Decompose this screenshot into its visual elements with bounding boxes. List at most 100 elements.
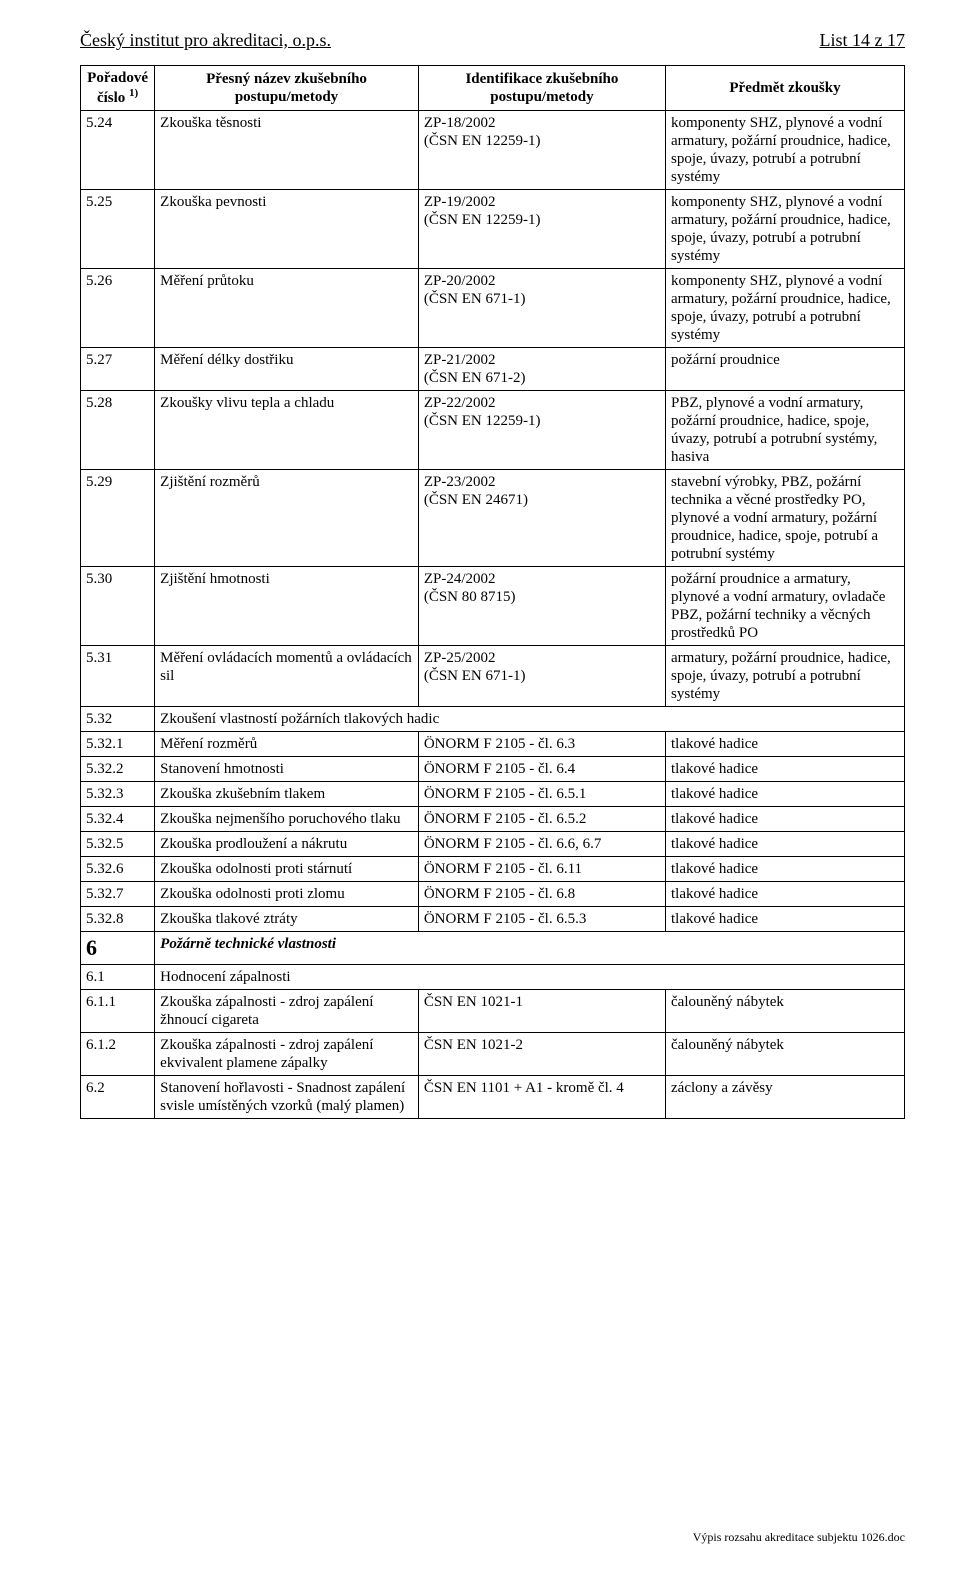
cell-name: Hodnocení zápalnosti <box>155 965 905 990</box>
table-row: 6.1.1Zkouška zápalnosti - zdroj zapálení… <box>81 990 905 1033</box>
cell-name: Zkoušky vlivu tepla a chladu <box>155 391 419 470</box>
table-body: 5.24Zkouška těsnostiZP-18/2002(ČSN EN 12… <box>81 111 905 1119</box>
cell-name: Zjištění hmotnosti <box>155 567 419 646</box>
cell-name: Stanovení hořlavosti - Snadnost zapálení… <box>155 1076 419 1119</box>
table-row: 5.32.2Stanovení hmotnostiÖNORM F 2105 - … <box>81 757 905 782</box>
cell-number: 5.24 <box>81 111 155 190</box>
table-row: 5.32.4Zkouška nejmenšího poruchového tla… <box>81 807 905 832</box>
cell-number: 5.32.7 <box>81 882 155 907</box>
cell-id: ZP-25/2002(ČSN EN 671-1) <box>418 646 665 707</box>
cell-id: ÖNORM F 2105 - čl. 6.8 <box>418 882 665 907</box>
cell-number: 5.26 <box>81 269 155 348</box>
table-row: 6Požárně technické vlastnosti <box>81 932 905 965</box>
cell-id: ZP-23/2002(ČSN EN 24671) <box>418 470 665 567</box>
table-row: 6.1Hodnocení zápalnosti <box>81 965 905 990</box>
table-row: 5.26Měření průtokuZP-20/2002(ČSN EN 671-… <box>81 269 905 348</box>
table-row: 5.28Zkoušky vlivu tepla a chladuZP-22/20… <box>81 391 905 470</box>
col-header-number-text: Pořadové číslo <box>87 70 148 106</box>
table-row: 5.32Zkoušení vlastností požárních tlakov… <box>81 707 905 732</box>
table-row: 5.24Zkouška těsnostiZP-18/2002(ČSN EN 12… <box>81 111 905 190</box>
cell-subject: tlakové hadice <box>666 882 905 907</box>
cell-subject: tlakové hadice <box>666 857 905 882</box>
cell-number: 5.32.5 <box>81 832 155 857</box>
table-row: 6.1.2Zkouška zápalnosti - zdroj zapálení… <box>81 1033 905 1076</box>
cell-number: 5.32.1 <box>81 732 155 757</box>
cell-id: ZP-22/2002(ČSN EN 12259-1) <box>418 391 665 470</box>
cell-id: ČSN EN 1021-1 <box>418 990 665 1033</box>
table-row: 5.32.5Zkouška prodloužení a nákrutuÖNORM… <box>81 832 905 857</box>
cell-name: Zkouška zápalnosti - zdroj zapálení ekvi… <box>155 1033 419 1076</box>
table-row: 5.29Zjištění rozměrůZP-23/2002(ČSN EN 24… <box>81 470 905 567</box>
footer-text: Výpis rozsahu akreditace subjektu 1026.d… <box>693 1530 905 1545</box>
cell-subject: čalouněný nábytek <box>666 990 905 1033</box>
cell-subject: komponenty SHZ, plynové a vodní armatury… <box>666 269 905 348</box>
cell-subject: tlakové hadice <box>666 907 905 932</box>
cell-number: 5.32.3 <box>81 782 155 807</box>
col-header-subject: Předmět zkoušky <box>666 66 905 111</box>
cell-id: ČSN EN 1101 + A1 - kromě čl. 4 <box>418 1076 665 1119</box>
cell-section: Požárně technické vlastnosti <box>155 932 905 965</box>
col-header-id: Identifikace zkušebního postupu/metody <box>418 66 665 111</box>
cell-number: 6.1.2 <box>81 1033 155 1076</box>
cell-name: Měření ovládacích momentů a ovládacích s… <box>155 646 419 707</box>
cell-name: Zkouška odolnosti proti stárnutí <box>155 857 419 882</box>
cell-number: 6.1 <box>81 965 155 990</box>
cell-id: ZP-19/2002(ČSN EN 12259-1) <box>418 190 665 269</box>
col-header-number-sup: 1) <box>129 87 138 99</box>
cell-subject: tlakové hadice <box>666 807 905 832</box>
cell-subject: tlakové hadice <box>666 832 905 857</box>
cell-subject: tlakové hadice <box>666 732 905 757</box>
cell-subject: požární proudnice <box>666 348 905 391</box>
table-row: 5.32.6Zkouška odolnosti proti stárnutíÖN… <box>81 857 905 882</box>
cell-number: 5.31 <box>81 646 155 707</box>
cell-subject: PBZ, plynové a vodní armatury, požární p… <box>666 391 905 470</box>
cell-number: 5.32.2 <box>81 757 155 782</box>
cell-subject: požární proudnice a armatury, plynové a … <box>666 567 905 646</box>
org-name: Český institut pro akreditaci, o.p.s. <box>80 30 331 51</box>
cell-id: ZP-18/2002(ČSN EN 12259-1) <box>418 111 665 190</box>
cell-number: 6.1.1 <box>81 990 155 1033</box>
cell-number: 5.32.6 <box>81 857 155 882</box>
table-row: 5.32.7Zkouška odolnosti proti zlomuÖNORM… <box>81 882 905 907</box>
page-header: Český institut pro akreditaci, o.p.s. Li… <box>80 30 905 51</box>
cell-name: Zkouška odolnosti proti zlomu <box>155 882 419 907</box>
data-table: Pořadové číslo 1) Přesný název zkušebníh… <box>80 65 905 1119</box>
cell-number: 5.32.8 <box>81 907 155 932</box>
cell-subject: armatury, požární proudnice, hadice, spo… <box>666 646 905 707</box>
table-head: Pořadové číslo 1) Přesný název zkušebníh… <box>81 66 905 111</box>
table-row: 5.32.3Zkouška zkušebním tlakemÖNORM F 21… <box>81 782 905 807</box>
cell-subject: čalouněný nábytek <box>666 1033 905 1076</box>
cell-subject: komponenty SHZ, plynové a vodní armatury… <box>666 111 905 190</box>
cell-number: 5.29 <box>81 470 155 567</box>
cell-name: Měření délky dostřiku <box>155 348 419 391</box>
table-row: 5.30Zjištění hmotnostiZP-24/2002(ČSN 80 … <box>81 567 905 646</box>
cell-id: ZP-21/2002(ČSN EN 671-2) <box>418 348 665 391</box>
cell-name: Stanovení hmotnosti <box>155 757 419 782</box>
cell-name: Zkouška těsnosti <box>155 111 419 190</box>
cell-id: ÖNORM F 2105 - čl. 6.5.1 <box>418 782 665 807</box>
cell-id: ÖNORM F 2105 - čl. 6.11 <box>418 857 665 882</box>
page: Český institut pro akreditaci, o.p.s. Li… <box>0 0 960 1570</box>
cell-name: Měření rozměrů <box>155 732 419 757</box>
cell-subject: tlakové hadice <box>666 782 905 807</box>
table-row: 5.27Měření délky dostřikuZP-21/2002(ČSN … <box>81 348 905 391</box>
cell-number: 5.32 <box>81 707 155 732</box>
table-row: 5.25Zkouška pevnostiZP-19/2002(ČSN EN 12… <box>81 190 905 269</box>
cell-number: 5.25 <box>81 190 155 269</box>
cell-number: 5.30 <box>81 567 155 646</box>
cell-id: ZP-24/2002(ČSN 80 8715) <box>418 567 665 646</box>
cell-subject: komponenty SHZ, plynové a vodní armatury… <box>666 190 905 269</box>
cell-id: ÖNORM F 2105 - čl. 6.5.3 <box>418 907 665 932</box>
cell-subject: záclony a závěsy <box>666 1076 905 1119</box>
cell-name: Zkouška zkušebním tlakem <box>155 782 419 807</box>
table-row: 6.2Stanovení hořlavosti - Snadnost zapál… <box>81 1076 905 1119</box>
table-row: 5.32.8Zkouška tlakové ztrátyÖNORM F 2105… <box>81 907 905 932</box>
cell-number: 6.2 <box>81 1076 155 1119</box>
col-header-name: Přesný název zkušebního postupu/metody <box>155 66 419 111</box>
cell-id: ČSN EN 1021-2 <box>418 1033 665 1076</box>
cell-name: Zkouška tlakové ztráty <box>155 907 419 932</box>
col-header-number: Pořadové číslo 1) <box>81 66 155 111</box>
cell-subject: tlakové hadice <box>666 757 905 782</box>
cell-name: Zkouška prodloužení a nákrutu <box>155 832 419 857</box>
cell-subject: stavební výrobky, PBZ, požární technika … <box>666 470 905 567</box>
